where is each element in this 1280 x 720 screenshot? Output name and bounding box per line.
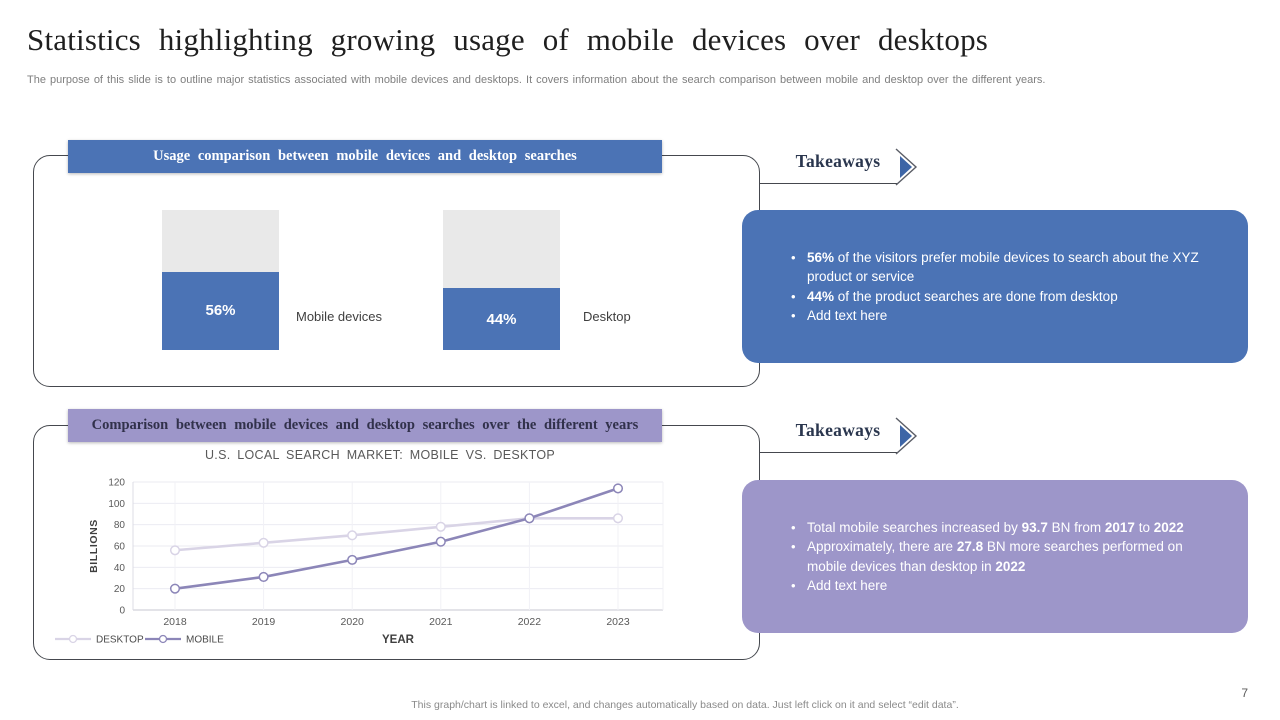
page-number: 7 <box>1241 686 1248 700</box>
mobile-usage-bar-fill: 56% <box>162 271 279 350</box>
takeaway-bullet: Total mobile searches increased by 93.7 … <box>790 518 1212 538</box>
data-point-desktop <box>347 530 358 541</box>
desktop-usage-bar[interactable]: 44% <box>443 210 560 350</box>
line-chart[interactable]: 0 20 40 60 80 100 120 2018 2019 2020 2021 2022 2023 B… <box>33 462 758 658</box>
y-tick-label: 100 <box>108 499 125 510</box>
data-point-mobile <box>612 483 624 494</box>
legend-label: DESKTOP <box>96 635 144 646</box>
page-title: Statistics highlighting growing usage of… <box>27 22 989 57</box>
data-point-desktop <box>258 537 269 548</box>
data-point-mobile <box>524 513 535 524</box>
trend-panel <box>33 425 760 660</box>
takeaways-connector-line <box>759 425 897 453</box>
y-tick-label: 0 <box>119 606 125 617</box>
takeaway-bullet: Add text here <box>790 576 1212 596</box>
usage-takeaways-box[interactable]: 56% of the visitors prefer mobile device… <box>742 210 1248 363</box>
y-tick-label: 60 <box>114 542 126 553</box>
x-tick-label: 2023 <box>606 616 630 628</box>
x-axis-title: YEAR <box>382 634 415 646</box>
legend-marker <box>158 634 168 644</box>
takeaways-arrow-icon <box>895 417 918 455</box>
x-tick-label: 2019 <box>252 616 276 628</box>
footer-note: This graph/chart is linked to excel, and… <box>411 699 959 711</box>
desktop-usage-caption: Desktop <box>583 309 631 324</box>
takeaways-title: Takeaways <box>795 420 881 440</box>
legend-label: MOBILE <box>186 635 224 646</box>
data-point-mobile <box>435 536 446 547</box>
series-line-mobile <box>174 487 619 590</box>
mobile-usage-caption: Mobile devices <box>296 309 382 324</box>
x-tick-label: 2018 <box>163 616 187 628</box>
y-tick-label: 80 <box>114 520 126 531</box>
y-tick-label: 20 <box>114 584 126 595</box>
desktop-usage-bar-fill: 44% <box>443 288 560 350</box>
y-tick-label: 120 <box>108 478 125 489</box>
chart-title: U.S. LOCAL SEARCH MARKET: MOBILE VS. DES… <box>204 448 556 462</box>
takeaway-bullet: 44% of the product searches are done fro… <box>790 287 1212 307</box>
trend-section-header: Comparison between mobile devices and de… <box>68 409 662 442</box>
mobile-usage-bar[interactable]: 56% <box>162 210 279 350</box>
data-point-desktop <box>612 513 624 524</box>
trend-takeaways-box[interactable]: Total mobile searches increased by 93.7 … <box>742 480 1248 633</box>
desktop-usage-value: 44% <box>486 310 517 328</box>
y-axis-title: BILLIONS <box>88 519 100 573</box>
x-tick-label: 2022 <box>518 616 542 628</box>
takeaway-bullet: Add text here <box>790 306 1212 326</box>
data-point-mobile <box>258 571 269 582</box>
data-point-mobile <box>169 583 181 594</box>
takeaways-connector-line <box>759 156 897 184</box>
data-point-desktop <box>169 545 181 556</box>
usage-section-header: Usage comparison between mobile devices … <box>68 140 662 173</box>
legend-marker <box>68 634 78 644</box>
usage-takeaways-list: 56% of the visitors prefer mobile device… <box>742 248 1248 326</box>
takeaways-title: Takeaways <box>795 151 881 171</box>
x-tick-label: 2020 <box>341 616 365 628</box>
takeaways-arrow-icon <box>895 148 918 186</box>
takeaway-bullet: Approximately, there are 27.8 BN more se… <box>790 537 1212 576</box>
page-subtitle: The purpose of this slide is to outline … <box>27 74 1046 86</box>
mobile-usage-value: 56% <box>205 302 236 320</box>
data-point-mobile <box>347 554 358 565</box>
x-tick-label: 2021 <box>429 616 453 628</box>
y-tick-label: 40 <box>114 563 126 574</box>
usage-panel <box>33 155 760 387</box>
trend-takeaways-list: Total mobile searches increased by 93.7 … <box>742 518 1248 596</box>
data-point-desktop <box>435 521 446 532</box>
series-line-desktop <box>174 516 618 552</box>
takeaway-bullet: 56% of the visitors prefer mobile device… <box>790 248 1212 287</box>
